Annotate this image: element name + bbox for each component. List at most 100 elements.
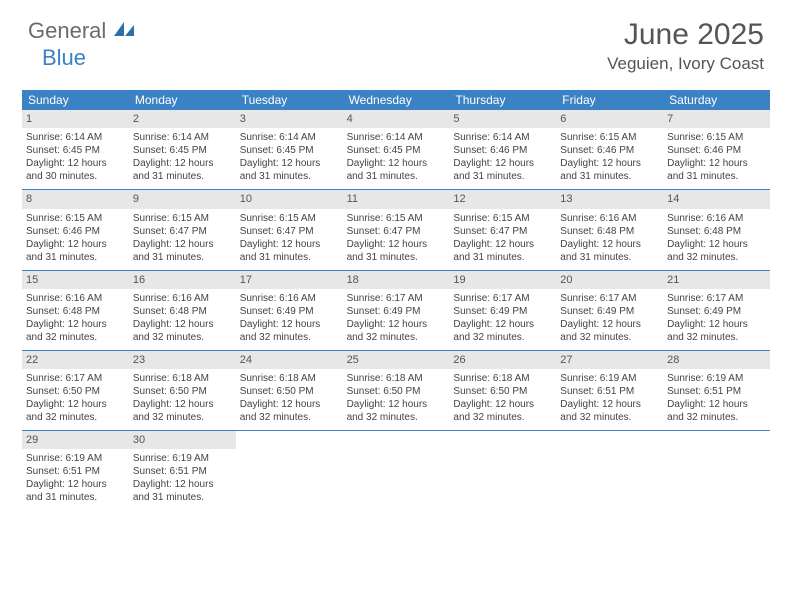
header: General Blue June 2025 Veguien, Ivory Co… <box>0 0 792 82</box>
sunset-text: Sunset: 6:47 PM <box>240 225 339 238</box>
daylight-text: and 32 minutes. <box>453 331 552 344</box>
calendar-cell: 4Sunrise: 6:14 AMSunset: 6:45 PMDaylight… <box>343 110 450 189</box>
day-number: 22 <box>22 351 129 369</box>
daylight-text: and 32 minutes. <box>667 331 766 344</box>
day-number: 3 <box>236 110 343 128</box>
sunset-text: Sunset: 6:49 PM <box>347 305 446 318</box>
sunset-text: Sunset: 6:45 PM <box>240 144 339 157</box>
day-number: 30 <box>129 431 236 449</box>
daylight-text: Daylight: 12 hours <box>26 238 125 251</box>
sunset-text: Sunset: 6:49 PM <box>453 305 552 318</box>
daylight-text: and 32 minutes. <box>133 411 232 424</box>
daylight-text: and 31 minutes. <box>453 251 552 264</box>
calendar-cell: 7Sunrise: 6:15 AMSunset: 6:46 PMDaylight… <box>663 110 770 189</box>
daylight-text: and 31 minutes. <box>347 251 446 264</box>
sunset-text: Sunset: 6:47 PM <box>453 225 552 238</box>
sunset-text: Sunset: 6:46 PM <box>453 144 552 157</box>
day-header: Tuesday <box>236 90 343 110</box>
sunset-text: Sunset: 6:47 PM <box>347 225 446 238</box>
daylight-text: and 31 minutes. <box>26 491 125 504</box>
daylight-text: Daylight: 12 hours <box>240 318 339 331</box>
sunset-text: Sunset: 6:51 PM <box>667 385 766 398</box>
daylight-text: Daylight: 12 hours <box>453 238 552 251</box>
calendar-cell: 15Sunrise: 6:16 AMSunset: 6:48 PMDayligh… <box>22 271 129 350</box>
week-row: 1Sunrise: 6:14 AMSunset: 6:45 PMDaylight… <box>22 110 770 190</box>
calendar-cell: 29Sunrise: 6:19 AMSunset: 6:51 PMDayligh… <box>22 431 129 510</box>
day-header: Thursday <box>449 90 556 110</box>
day-number: 29 <box>22 431 129 449</box>
day-number: 2 <box>129 110 236 128</box>
day-number: 28 <box>663 351 770 369</box>
sunset-text: Sunset: 6:47 PM <box>133 225 232 238</box>
daylight-text: Daylight: 12 hours <box>133 398 232 411</box>
calendar-cell <box>556 431 663 510</box>
calendar-cell: 5Sunrise: 6:14 AMSunset: 6:46 PMDaylight… <box>449 110 556 189</box>
month-title: June 2025 <box>607 18 764 52</box>
empty-cell <box>343 431 450 448</box>
calendar-cell: 25Sunrise: 6:18 AMSunset: 6:50 PMDayligh… <box>343 351 450 430</box>
daylight-text: and 32 minutes. <box>560 331 659 344</box>
logo-text-blue: Blue <box>42 45 86 70</box>
calendar-cell: 12Sunrise: 6:15 AMSunset: 6:47 PMDayligh… <box>449 190 556 269</box>
daylight-text: and 32 minutes. <box>667 251 766 264</box>
daylight-text: and 31 minutes. <box>26 251 125 264</box>
daylight-text: Daylight: 12 hours <box>453 398 552 411</box>
sunset-text: Sunset: 6:48 PM <box>133 305 232 318</box>
day-header: Saturday <box>663 90 770 110</box>
calendar-cell: 10Sunrise: 6:15 AMSunset: 6:47 PMDayligh… <box>236 190 343 269</box>
calendar-cell: 21Sunrise: 6:17 AMSunset: 6:49 PMDayligh… <box>663 271 770 350</box>
sunrise-text: Sunrise: 6:16 AM <box>26 292 125 305</box>
sunset-text: Sunset: 6:50 PM <box>453 385 552 398</box>
sunrise-text: Sunrise: 6:17 AM <box>560 292 659 305</box>
daylight-text: Daylight: 12 hours <box>453 157 552 170</box>
calendar-cell: 19Sunrise: 6:17 AMSunset: 6:49 PMDayligh… <box>449 271 556 350</box>
sunset-text: Sunset: 6:46 PM <box>667 144 766 157</box>
sunrise-text: Sunrise: 6:18 AM <box>133 372 232 385</box>
daylight-text: and 31 minutes. <box>453 170 552 183</box>
calendar-cell: 16Sunrise: 6:16 AMSunset: 6:48 PMDayligh… <box>129 271 236 350</box>
empty-cell <box>556 431 663 448</box>
daylight-text: and 30 minutes. <box>26 170 125 183</box>
sunrise-text: Sunrise: 6:16 AM <box>133 292 232 305</box>
sunrise-text: Sunrise: 6:14 AM <box>133 131 232 144</box>
sunrise-text: Sunrise: 6:17 AM <box>667 292 766 305</box>
daylight-text: and 32 minutes. <box>667 411 766 424</box>
sunrise-text: Sunrise: 6:14 AM <box>26 131 125 144</box>
sunrise-text: Sunrise: 6:15 AM <box>347 212 446 225</box>
daylight-text: and 32 minutes. <box>453 411 552 424</box>
day-number: 25 <box>343 351 450 369</box>
daylight-text: and 31 minutes. <box>133 251 232 264</box>
day-number: 8 <box>22 190 129 208</box>
day-number: 9 <box>129 190 236 208</box>
sunset-text: Sunset: 6:51 PM <box>133 465 232 478</box>
calendar-cell: 23Sunrise: 6:18 AMSunset: 6:50 PMDayligh… <box>129 351 236 430</box>
day-number: 21 <box>663 271 770 289</box>
daylight-text: Daylight: 12 hours <box>133 157 232 170</box>
daylight-text: Daylight: 12 hours <box>560 398 659 411</box>
sunset-text: Sunset: 6:49 PM <box>560 305 659 318</box>
day-number: 10 <box>236 190 343 208</box>
sunrise-text: Sunrise: 6:14 AM <box>347 131 446 144</box>
daylight-text: and 31 minutes. <box>240 251 339 264</box>
sunset-text: Sunset: 6:46 PM <box>560 144 659 157</box>
calendar-cell: 26Sunrise: 6:18 AMSunset: 6:50 PMDayligh… <box>449 351 556 430</box>
daylight-text: Daylight: 12 hours <box>667 238 766 251</box>
calendar-cell: 3Sunrise: 6:14 AMSunset: 6:45 PMDaylight… <box>236 110 343 189</box>
calendar-cell: 18Sunrise: 6:17 AMSunset: 6:49 PMDayligh… <box>343 271 450 350</box>
calendar-cell: 24Sunrise: 6:18 AMSunset: 6:50 PMDayligh… <box>236 351 343 430</box>
day-number: 4 <box>343 110 450 128</box>
sunset-text: Sunset: 6:50 PM <box>240 385 339 398</box>
sunset-text: Sunset: 6:49 PM <box>240 305 339 318</box>
daylight-text: Daylight: 12 hours <box>26 318 125 331</box>
daylight-text: and 32 minutes. <box>560 411 659 424</box>
daylight-text: and 32 minutes. <box>347 411 446 424</box>
daylight-text: Daylight: 12 hours <box>560 157 659 170</box>
daylight-text: Daylight: 12 hours <box>453 318 552 331</box>
sunrise-text: Sunrise: 6:16 AM <box>240 292 339 305</box>
daylight-text: Daylight: 12 hours <box>347 318 446 331</box>
day-number: 14 <box>663 190 770 208</box>
daylight-text: and 32 minutes. <box>347 331 446 344</box>
daylight-text: and 32 minutes. <box>240 331 339 344</box>
daylight-text: and 31 minutes. <box>560 170 659 183</box>
sunrise-text: Sunrise: 6:17 AM <box>26 372 125 385</box>
